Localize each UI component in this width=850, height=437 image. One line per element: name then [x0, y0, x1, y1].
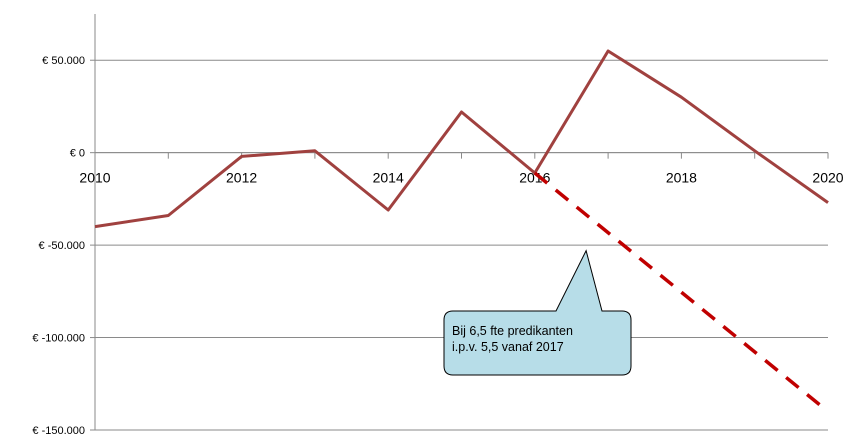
x-tick-label: 2010	[79, 170, 110, 186]
y-tick-label: € 0	[70, 148, 85, 160]
x-tick-label: 2012	[226, 170, 257, 186]
axes	[90, 14, 829, 431]
x-tick-label: 2014	[373, 170, 404, 186]
x-tick-label: 2020	[812, 170, 843, 186]
y-tick-labels: € 50.000 € 0 € -50.000 € -100.000 € -150.000	[32, 55, 85, 437]
dashed-projection-line	[533, 171, 830, 413]
y-tick-label: € 50.000	[42, 55, 85, 67]
callout-text-line: i.p.v. 5,5 vanaf 2017	[452, 340, 564, 354]
series-lines	[94, 49, 830, 413]
y-tick-label: € -50.000	[39, 240, 85, 252]
x-tick-label: 2018	[666, 170, 697, 186]
actual-line	[94, 49, 829, 229]
callout-annotation: Bij 6,5 fte predikanten i.p.v. 5,5 vanaf …	[443, 249, 632, 376]
callout-bubble	[443, 249, 632, 376]
callout-text-line: Bij 6,5 fte predikanten	[452, 324, 573, 338]
x-tick-labels: 2010 2012 2014 2016 2018 2020	[79, 170, 843, 186]
y-tick-label: € -100.000	[32, 333, 85, 345]
y-tick-label: € -150.000	[32, 425, 85, 437]
